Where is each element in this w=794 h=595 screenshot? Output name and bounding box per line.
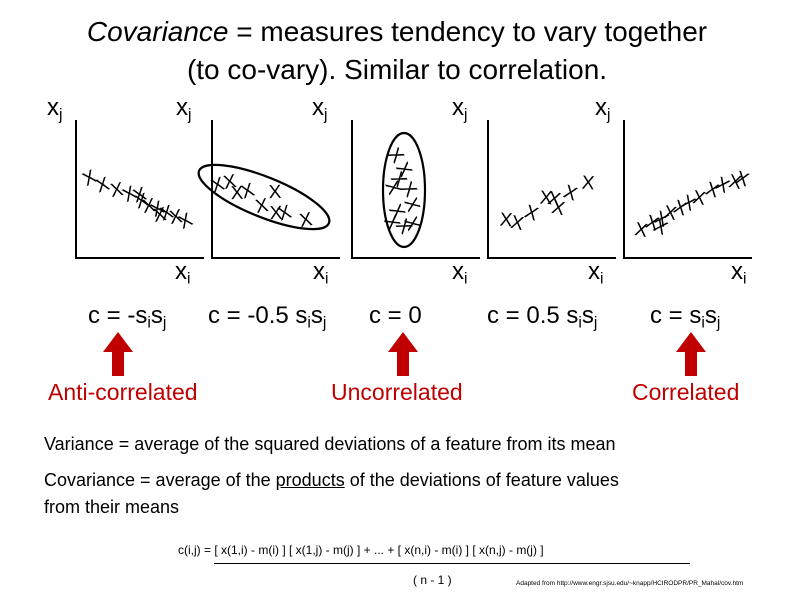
arrow-uncorrelated (388, 332, 418, 376)
category-uncorrelated: Uncorrelated (331, 379, 463, 405)
y-axis-label-1: xj (47, 94, 63, 124)
y-axis-label-2: xj (176, 94, 192, 124)
plot4-point-mark: X (522, 202, 541, 226)
category-anti-correlated: Anti-correlated (48, 379, 198, 405)
y-axis-label-4: xj (452, 94, 468, 124)
formula-denominator: ( n - 1 ) (413, 573, 452, 587)
covariance-label-1: c = -sisj (88, 302, 167, 332)
plot3-ellipse (381, 131, 427, 249)
plot5-point-mark: X (662, 202, 678, 225)
plot1-point-mark: X (175, 209, 196, 234)
products-word: products (275, 470, 345, 490)
plot2-point-mark: X (298, 209, 314, 232)
category-correlated: Correlated (632, 379, 740, 405)
x-axis-label-1: xi (175, 258, 191, 288)
x-axis-label-4: xi (588, 258, 604, 288)
fraction-bar (214, 563, 690, 564)
plot5-point-mark: X (633, 219, 649, 242)
plot2-point-mark: X (254, 195, 270, 218)
plot4-point-mark: X (550, 197, 567, 220)
plot4-point-mark: X (561, 182, 580, 206)
plot5-axes (623, 120, 752, 259)
plot2-point-mark: X (268, 182, 282, 203)
plot4-point-mark: X (539, 188, 553, 210)
plot2-point-mark: X (222, 171, 238, 194)
plot4-point-mark: X (581, 173, 595, 195)
page-title-line1: Covariance = measures tendency to vary t… (0, 15, 794, 49)
plot5-point-mark: X (691, 187, 707, 210)
x-axis-label-5: xi (731, 258, 747, 288)
plot1-point-mark: X (109, 179, 125, 202)
covariance-label-2: c = -0.5 sisj (208, 302, 327, 332)
plot5-point-mark: X (727, 171, 743, 194)
arrow-correlated (676, 332, 706, 376)
x-axis-label-3: xi (452, 258, 468, 288)
source-credit: Adapted from http://www.engr.sjsu.edu/~k… (516, 580, 744, 587)
covariance-definition-line2: from their means (44, 497, 180, 517)
arrow-anti-correlated (103, 332, 133, 376)
covariance-label-3: c = 0 (369, 302, 422, 329)
plot1-point-mark: X (152, 204, 168, 227)
y-axis-label-5: xj (595, 94, 611, 124)
covariance-definition-line1: Covariance = average of the products of … (44, 470, 619, 490)
plot4-axes (487, 120, 616, 259)
category-arrows (103, 332, 706, 376)
plot1-point-mark: X (141, 195, 157, 218)
plot3-axes (351, 120, 480, 259)
plot4-point-mark: X (509, 212, 526, 235)
x-axis-label-2: xi (313, 258, 329, 288)
page-title-line2: (to co-vary). Similar to correlation. (186, 54, 608, 85)
covariance-label-5: c = sisj (650, 302, 721, 332)
plot2-point-mark: X (230, 183, 244, 204)
plot2-point-mark: X (269, 203, 283, 224)
y-axis-label-3: xj (312, 94, 328, 124)
covariance-label-4: c = 0.5 sisj (487, 302, 598, 332)
formula-numerator: c(i,j) = [ x(1,i) - m(i) ] [ x(1,j) - m(… (178, 543, 544, 557)
plot4-point-mark: X (546, 188, 563, 211)
variance-definition: Variance = average of the squared deviat… (44, 434, 616, 454)
plot2-ellipse (197, 163, 331, 231)
covariance-term: Covariance (86, 16, 229, 47)
plot2-axes (211, 120, 340, 259)
plot4-point-mark: X (499, 210, 513, 232)
plot1-point-mark: X (168, 206, 184, 229)
plot1-axes (75, 120, 204, 259)
title-rest: = measures tendency to vary together (228, 16, 708, 47)
